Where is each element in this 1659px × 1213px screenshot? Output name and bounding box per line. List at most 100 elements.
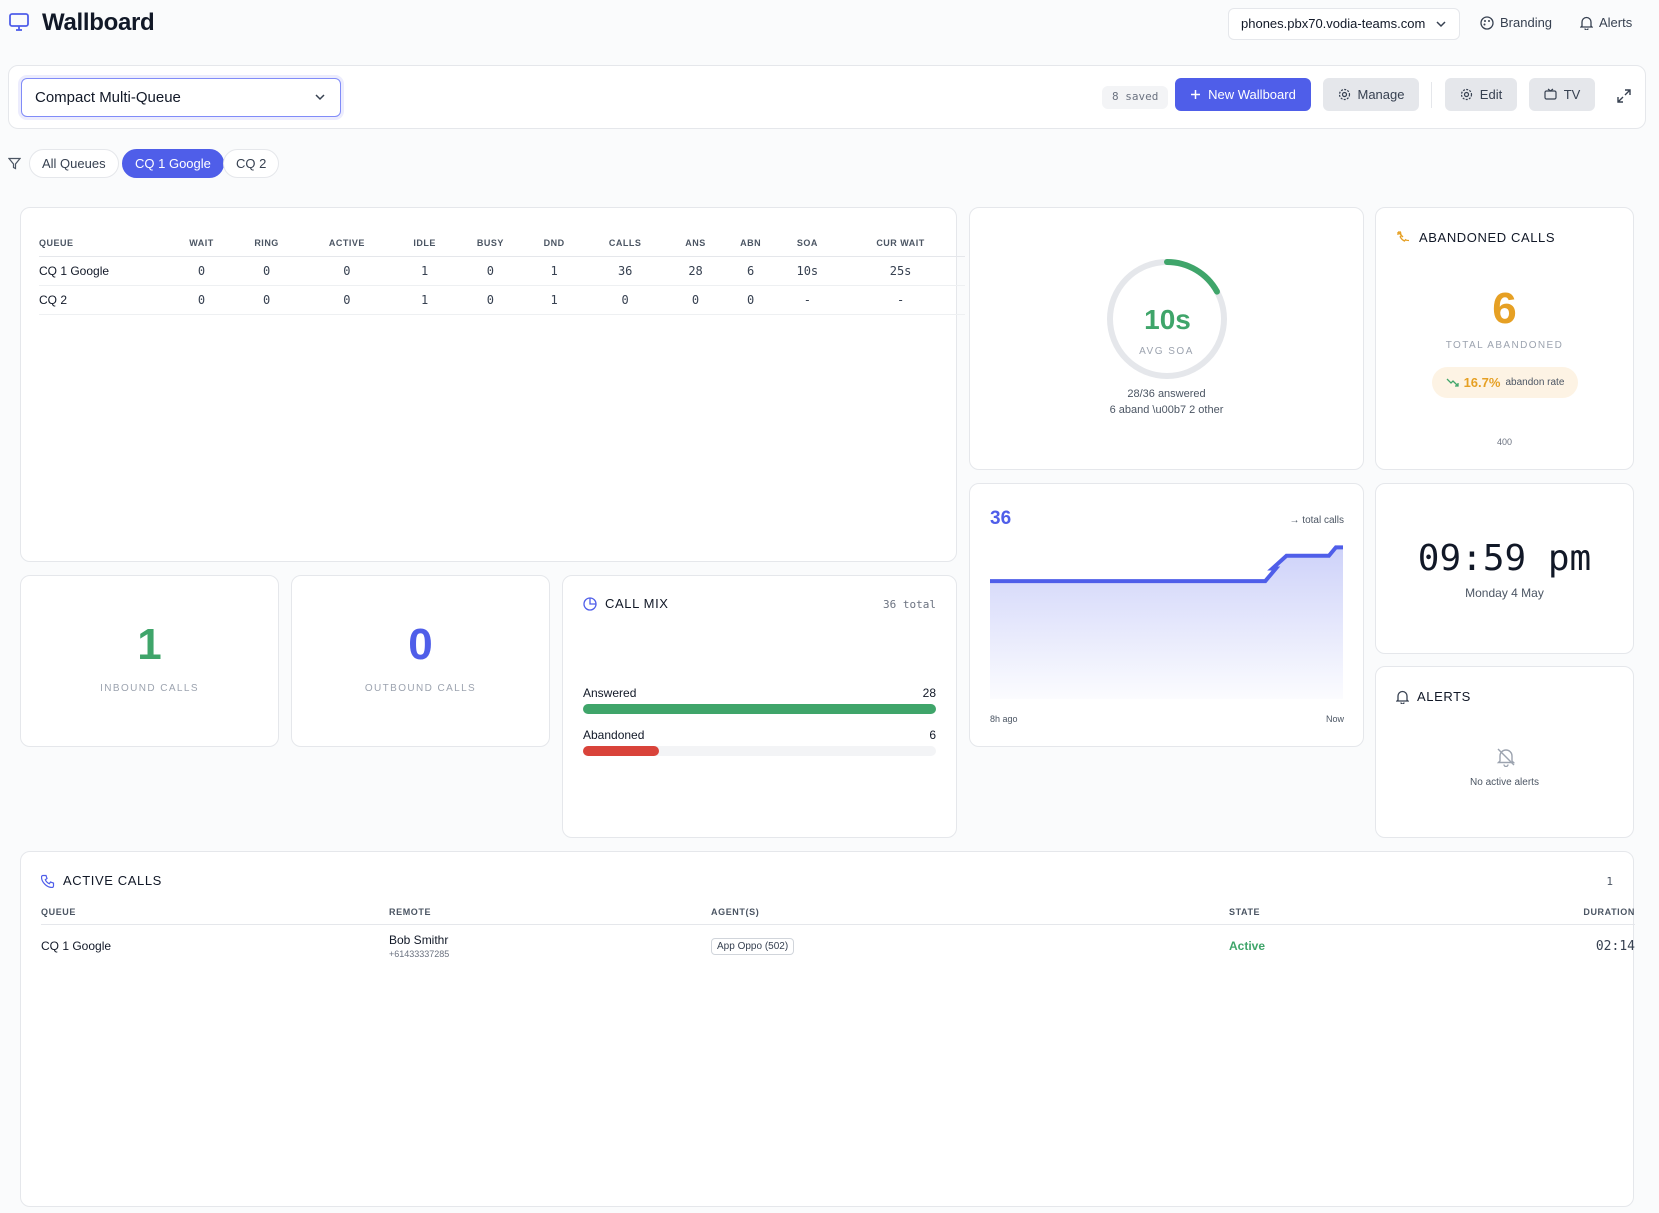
calls-value: 0 [582,285,669,315]
remote-number: +61433337285 [389,949,450,960]
wait-value: 0 [169,285,235,315]
filter-cq1-google[interactable]: CQ 1 Google [122,149,224,178]
gear-icon [1338,88,1350,101]
col-soa: SOA [778,236,837,257]
alerts-empty: No active alerts [1470,777,1539,788]
abandon-rate-value: 16.7% [1463,375,1501,390]
col-busy: BUSY [454,236,527,257]
inbound-value: 1 [137,620,162,669]
server-select[interactable]: phones.pbx70.vodia-teams.com [1228,8,1460,40]
tv-button[interactable]: TV [1529,78,1595,111]
bar-track [583,704,936,714]
inbound-calls-card: 1 INBOUND CALLS [20,575,279,747]
bell-off-icon [1496,748,1516,767]
abandoned-value: 6 [1492,284,1517,333]
queue-table-header: QUEUE WAIT RING ACTIVE IDLE BUSY DND CAL… [39,236,965,257]
new-wallboard-button[interactable]: New Wallboard [1175,78,1311,111]
phone-icon [41,874,55,888]
bar-value: 6 [929,728,936,742]
filter-icon [8,157,21,170]
branding-link[interactable]: Branding [1480,15,1552,30]
manage-button[interactable]: Manage [1323,78,1419,111]
table-row: CQ 1 Google 0 0 0 1 0 1 36 28 6 10s 25s [39,256,965,286]
plus-icon [1191,90,1201,99]
palette-icon [1480,15,1494,30]
call-mix-answered: Answered 28 [583,686,936,714]
col-dnd: DND [526,236,583,257]
call-state: Active [1229,939,1266,954]
area-fill [990,547,1343,699]
queue-name: CQ 2 [39,285,169,315]
soa-label: AVG SOA [1139,346,1194,357]
call-mix-abandoned: Abandoned 6 [583,728,936,756]
inbound-label: INBOUND CALLS [100,683,199,694]
col-queue: QUEUE [39,236,169,257]
alerts-title-label: ALERTS [1417,689,1471,704]
active-calls-title-label: ACTIVE CALLS [63,873,162,888]
abandoned-footer: 400 [1496,437,1513,447]
abandoned-calls-card: ABANDONED CALLS 6 TOTAL ABANDONED 16.7% … [1375,207,1634,470]
active-value: 0 [299,285,395,315]
total-calls-area-chart [990,545,1343,699]
clock-date: Monday 4 May [1465,586,1544,600]
soa-ring [1107,259,1227,379]
avg-soa-card: 10s AVG SOA 28/36 answered 6 aband \u00b… [969,207,1364,470]
alerts-label: Alerts [1599,15,1633,30]
bar-label: Abandoned [583,728,645,742]
edit-button[interactable]: Edit [1445,78,1517,111]
tv-label: TV [1563,87,1581,102]
bar-fill [583,704,936,714]
wallboard-select[interactable]: Compact Multi-Queue [21,78,341,117]
top-bar: Wallboard phones.pbx70.vodia-teams.com B… [0,0,1659,48]
total-calls-value: 36 [990,508,1012,529]
new-wallboard-label: New Wallboard [1208,87,1296,102]
filter-cq2[interactable]: CQ 2 [223,149,280,178]
bar-fill [583,746,659,756]
abn-value: 0 [722,285,779,315]
trend-down-icon [1446,378,1459,387]
fullscreen-icon[interactable] [1616,88,1632,104]
dnd-value: 1 [526,256,583,286]
busy-value: 0 [454,256,527,286]
alerts-link[interactable]: Alerts [1580,15,1632,30]
dnd-value: 1 [526,285,583,315]
active-calls-card: ACTIVE CALLS 1 QUEUE REMOTE AGENT(S) STA… [20,851,1635,1207]
call-duration: 02:14 [1595,938,1635,954]
chevron-down-icon [315,94,325,101]
active-calls-count: 1 [1606,875,1613,888]
ring-value: 0 [234,256,300,286]
col-agents: AGENT(S) [711,900,1229,925]
abn-value: 6 [722,256,779,286]
clock-card: 09:59 pm Monday 4 May [1375,483,1634,654]
active-calls-title: ACTIVE CALLS [41,873,162,888]
call-mix-title: CALL MIX [583,596,669,611]
col-queue: QUEUE [41,900,389,925]
call-queue: CQ 1 Google [41,939,112,954]
ring-value: 0 [234,285,300,315]
bar-track [583,746,936,756]
gear-icon [1460,88,1472,101]
col-abn: ABN [722,236,779,257]
branding-label: Branding [1500,15,1553,30]
chart-x-start: 8h ago [990,714,1018,724]
col-remote: REMOTE [389,900,711,925]
abandon-rate-label: abandon rate [1505,377,1565,388]
soa-ring-progress [1107,259,1227,379]
chevron-down-icon [1436,21,1446,28]
toolbar-divider [1431,82,1432,108]
soa-answered: 28/36 answered [1127,388,1206,400]
active-calls-table: QUEUE REMOTE AGENT(S) STATE DURATION CQ … [41,900,1635,968]
call-mix-total: 36 total [883,598,936,611]
col-duration: DURATION [1429,900,1635,925]
table-row[interactable]: CQ 1 Google Bob Smithr +61433337285 App … [41,924,1635,968]
filter-all-queues[interactable]: All Queues [29,149,119,178]
col-state: STATE [1229,900,1429,925]
wallboard-select-value: Compact Multi-Queue [35,89,181,106]
edit-label: Edit [1479,87,1503,102]
abandoned-title-label: ABANDONED CALLS [1419,230,1556,245]
abandoned-label: TOTAL ABANDONED [1445,340,1564,351]
agent-tag: App Oppo (502) [711,937,795,955]
outbound-value: 0 [408,620,433,669]
calls-value: 36 [582,256,669,286]
queue-table: QUEUE WAIT RING ACTIVE IDLE BUSY DND CAL… [39,236,965,315]
